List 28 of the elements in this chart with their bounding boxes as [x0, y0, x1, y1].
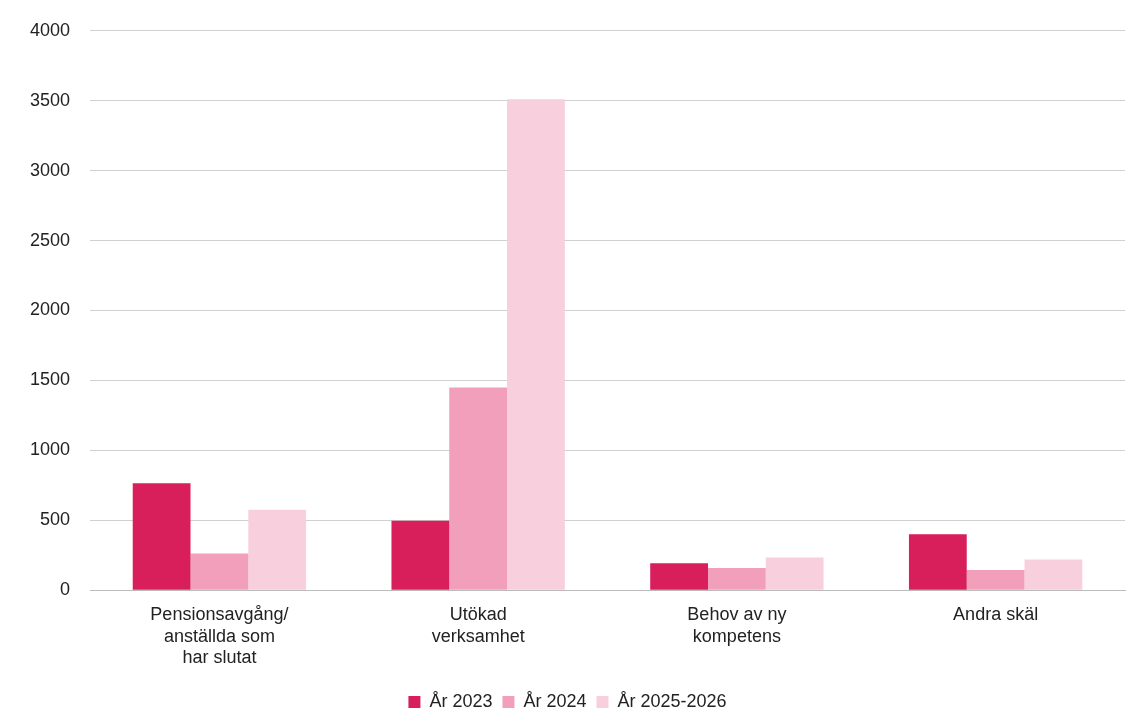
x-tick-label: Andra skäl [953, 603, 1039, 624]
y-tick-label: 4000 [30, 19, 71, 40]
bar [449, 387, 508, 590]
y-tick-label: 2500 [30, 229, 71, 250]
y-tick-label: 500 [40, 509, 71, 530]
bar [190, 553, 249, 590]
bar [765, 557, 824, 590]
legend-label: År 2023 [429, 690, 493, 711]
bar [507, 99, 565, 590]
y-tick-label: 0 [60, 579, 71, 600]
y-tick-label: 1500 [30, 369, 71, 390]
bar [132, 483, 191, 590]
legend-label: År 2025-2026 [617, 690, 727, 711]
bar [248, 509, 307, 590]
y-tick-label: 3500 [30, 89, 71, 110]
bar [708, 567, 766, 590]
y-tick-label: 3000 [30, 159, 71, 180]
bar [966, 569, 1025, 590]
legend-label: År 2024 [523, 690, 587, 711]
bar [908, 534, 967, 590]
bar [391, 520, 450, 590]
x-tick-label: Utökad verksamhet [431, 603, 525, 646]
y-tick-label: 1000 [30, 439, 71, 460]
x-tick-label: Pensionsavgång/ anställda som har slutat [150, 603, 289, 668]
x-tick-label: Behov av ny kompetens [687, 603, 787, 646]
bar [650, 563, 708, 590]
y-tick-label: 2000 [30, 299, 71, 320]
bar [1024, 559, 1083, 590]
